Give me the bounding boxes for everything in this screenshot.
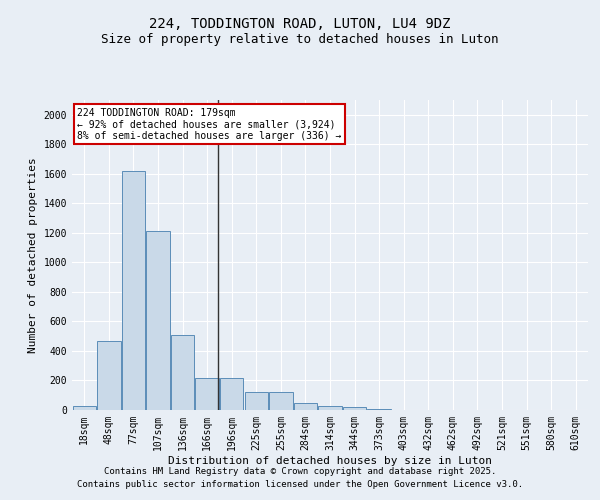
Text: Size of property relative to detached houses in Luton: Size of property relative to detached ho… [101, 32, 499, 46]
Bar [171, 334, 194, 410]
Bar [97, 340, 121, 410]
Bar [245, 392, 268, 410]
Bar [220, 378, 244, 410]
Y-axis label: Number of detached properties: Number of detached properties [28, 157, 38, 353]
Bar [319, 406, 341, 410]
Bar [294, 404, 317, 410]
Bar [343, 407, 366, 410]
Bar [196, 378, 219, 410]
X-axis label: Distribution of detached houses by size in Luton: Distribution of detached houses by size … [168, 456, 492, 466]
Text: Contains HM Land Registry data © Crown copyright and database right 2025.: Contains HM Land Registry data © Crown c… [104, 467, 496, 476]
Text: 224, TODDINGTON ROAD, LUTON, LU4 9DZ: 224, TODDINGTON ROAD, LUTON, LU4 9DZ [149, 18, 451, 32]
Text: 224 TODDINGTON ROAD: 179sqm
← 92% of detached houses are smaller (3,924)
8% of s: 224 TODDINGTON ROAD: 179sqm ← 92% of det… [77, 108, 341, 141]
Bar [73, 406, 96, 410]
Text: Contains public sector information licensed under the Open Government Licence v3: Contains public sector information licen… [77, 480, 523, 489]
Bar [269, 392, 293, 410]
Bar [367, 408, 391, 410]
Bar [122, 171, 145, 410]
Bar [146, 232, 170, 410]
